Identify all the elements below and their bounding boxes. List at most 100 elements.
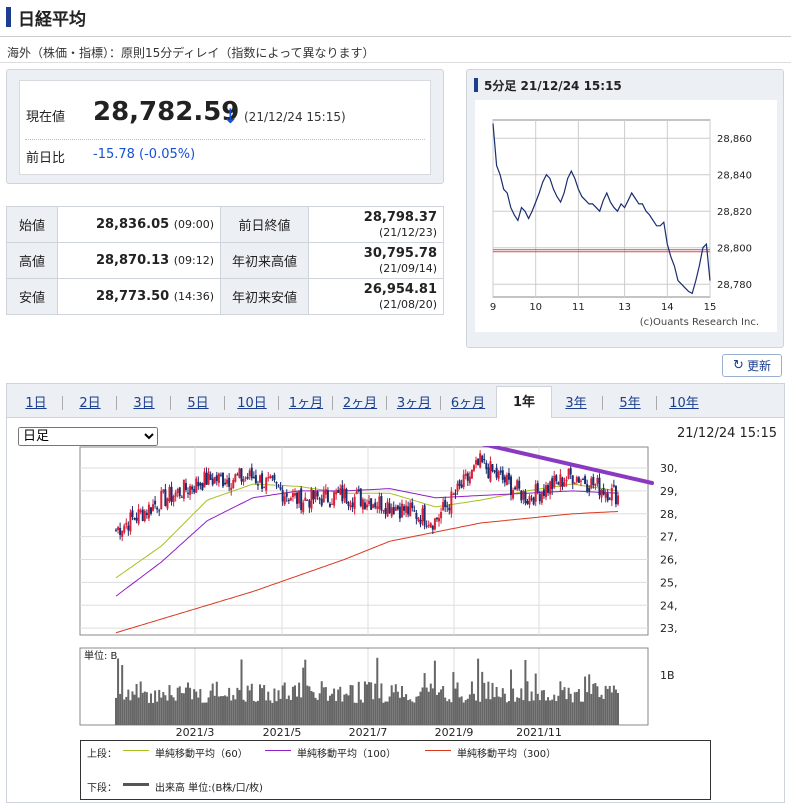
volume-bar [291,686,294,725]
candle-body [234,474,237,482]
tab-3[interactable]: 5日 [187,396,209,411]
candle-body [156,507,159,510]
candle-body [273,474,276,481]
volume-bar [510,669,513,725]
volume-bar [553,694,556,725]
volume-bar [117,658,120,725]
volume-bar [139,681,142,725]
candle-body [524,491,527,504]
x-tick-label: 2021/7 [349,726,388,736]
candle-body [425,525,428,527]
volume-bar [588,674,591,725]
volume-bar [497,696,500,725]
volume-bar [141,692,144,725]
volume-bar [244,701,247,725]
y-tick-label: 29,000 [660,485,678,498]
volume-bar [407,700,410,725]
refresh-button[interactable]: ↻ 更新 [722,354,782,377]
volume-bar [518,698,521,725]
candle-body [604,492,607,498]
volume-bar [542,690,545,725]
upper-label: 上段： [87,749,117,760]
candle-body [448,507,451,511]
volume-bar [427,691,430,725]
candle-body [217,473,220,483]
candle-body [530,498,533,500]
volume-bar [557,695,560,725]
candle-body [162,489,165,493]
candle-body [158,510,161,512]
candle-body [421,508,424,522]
candle-body [115,529,117,531]
volume-bar [575,691,578,725]
down-arrow-icon: ↓ [222,104,239,128]
candle-body [567,468,570,479]
volume-bar [499,697,502,725]
volume-bar [388,696,391,725]
tab-7[interactable]: 3ヶ月 [396,396,432,411]
open-label: 始値 [6,206,58,243]
candle-body [333,492,336,506]
volume-bar [534,673,537,725]
tab-12[interactable]: 10年 [669,396,699,411]
volume-bar [129,700,132,725]
candle-body [117,527,120,531]
volume-bar [217,696,220,725]
open-price: 28,836.05 [95,217,170,232]
candle-body [133,517,136,520]
candle-body [405,505,408,513]
candle-body [479,453,482,468]
volume-bar [189,687,192,725]
candle-body [127,525,130,531]
volume-bar [254,701,257,725]
candle-body [528,496,531,505]
candle-body [370,498,373,510]
candle-body [283,496,286,505]
candle-body [553,475,556,488]
volume-bar [168,685,171,725]
tab-0[interactable]: 1日 [25,396,47,411]
candle-body [328,503,331,507]
candle-body [472,465,475,471]
candle-body [493,470,496,472]
ma300-swatch [425,750,451,751]
tab-9[interactable]: 1年 [496,386,552,418]
volume-bar [289,699,292,725]
volume-bar [458,697,461,725]
tab-5[interactable]: 1ヶ月 [288,396,324,411]
tab-4[interactable]: 10日 [237,396,267,411]
volume-bar [392,692,395,725]
candle-body [232,479,235,489]
tab-11[interactable]: 5年 [619,396,641,411]
volume-bar [184,687,187,725]
tab-2[interactable]: 3日 [133,396,155,411]
tab-6[interactable]: 2ヶ月 [342,396,378,411]
candle-body [224,482,227,485]
candle-body [326,490,329,502]
volume-bar [489,699,492,725]
candle-body [318,498,321,500]
tab-10[interactable]: 3年 [565,396,587,411]
y-tick-label: 27,000 [660,531,678,544]
low-price: 28,773.50 [95,289,170,304]
volume-bar [507,701,510,725]
y-tick-label: 23,000 [660,622,678,635]
title-accent-mark [6,7,11,27]
volume-bar [283,682,286,725]
volume-bar [174,700,177,725]
volume-bar [563,687,566,725]
volume-bar [193,689,196,725]
tab-1[interactable]: 2日 [79,396,101,411]
candle-body [435,517,438,520]
candle-body [499,470,502,473]
divider [0,62,791,63]
candle-period-select[interactable]: 日足 [18,427,158,446]
tab-8[interactable]: 6ヶ月 [450,396,486,411]
volume-bar [182,693,185,725]
volume-bar [199,689,202,725]
volume-bar [187,682,190,725]
candle-body [139,510,142,513]
table-row: 安値 28,773.50 (14:36) 年初来安値 26,954.81 (21… [6,278,444,315]
candle-body [433,518,436,530]
candle-body [197,481,200,487]
